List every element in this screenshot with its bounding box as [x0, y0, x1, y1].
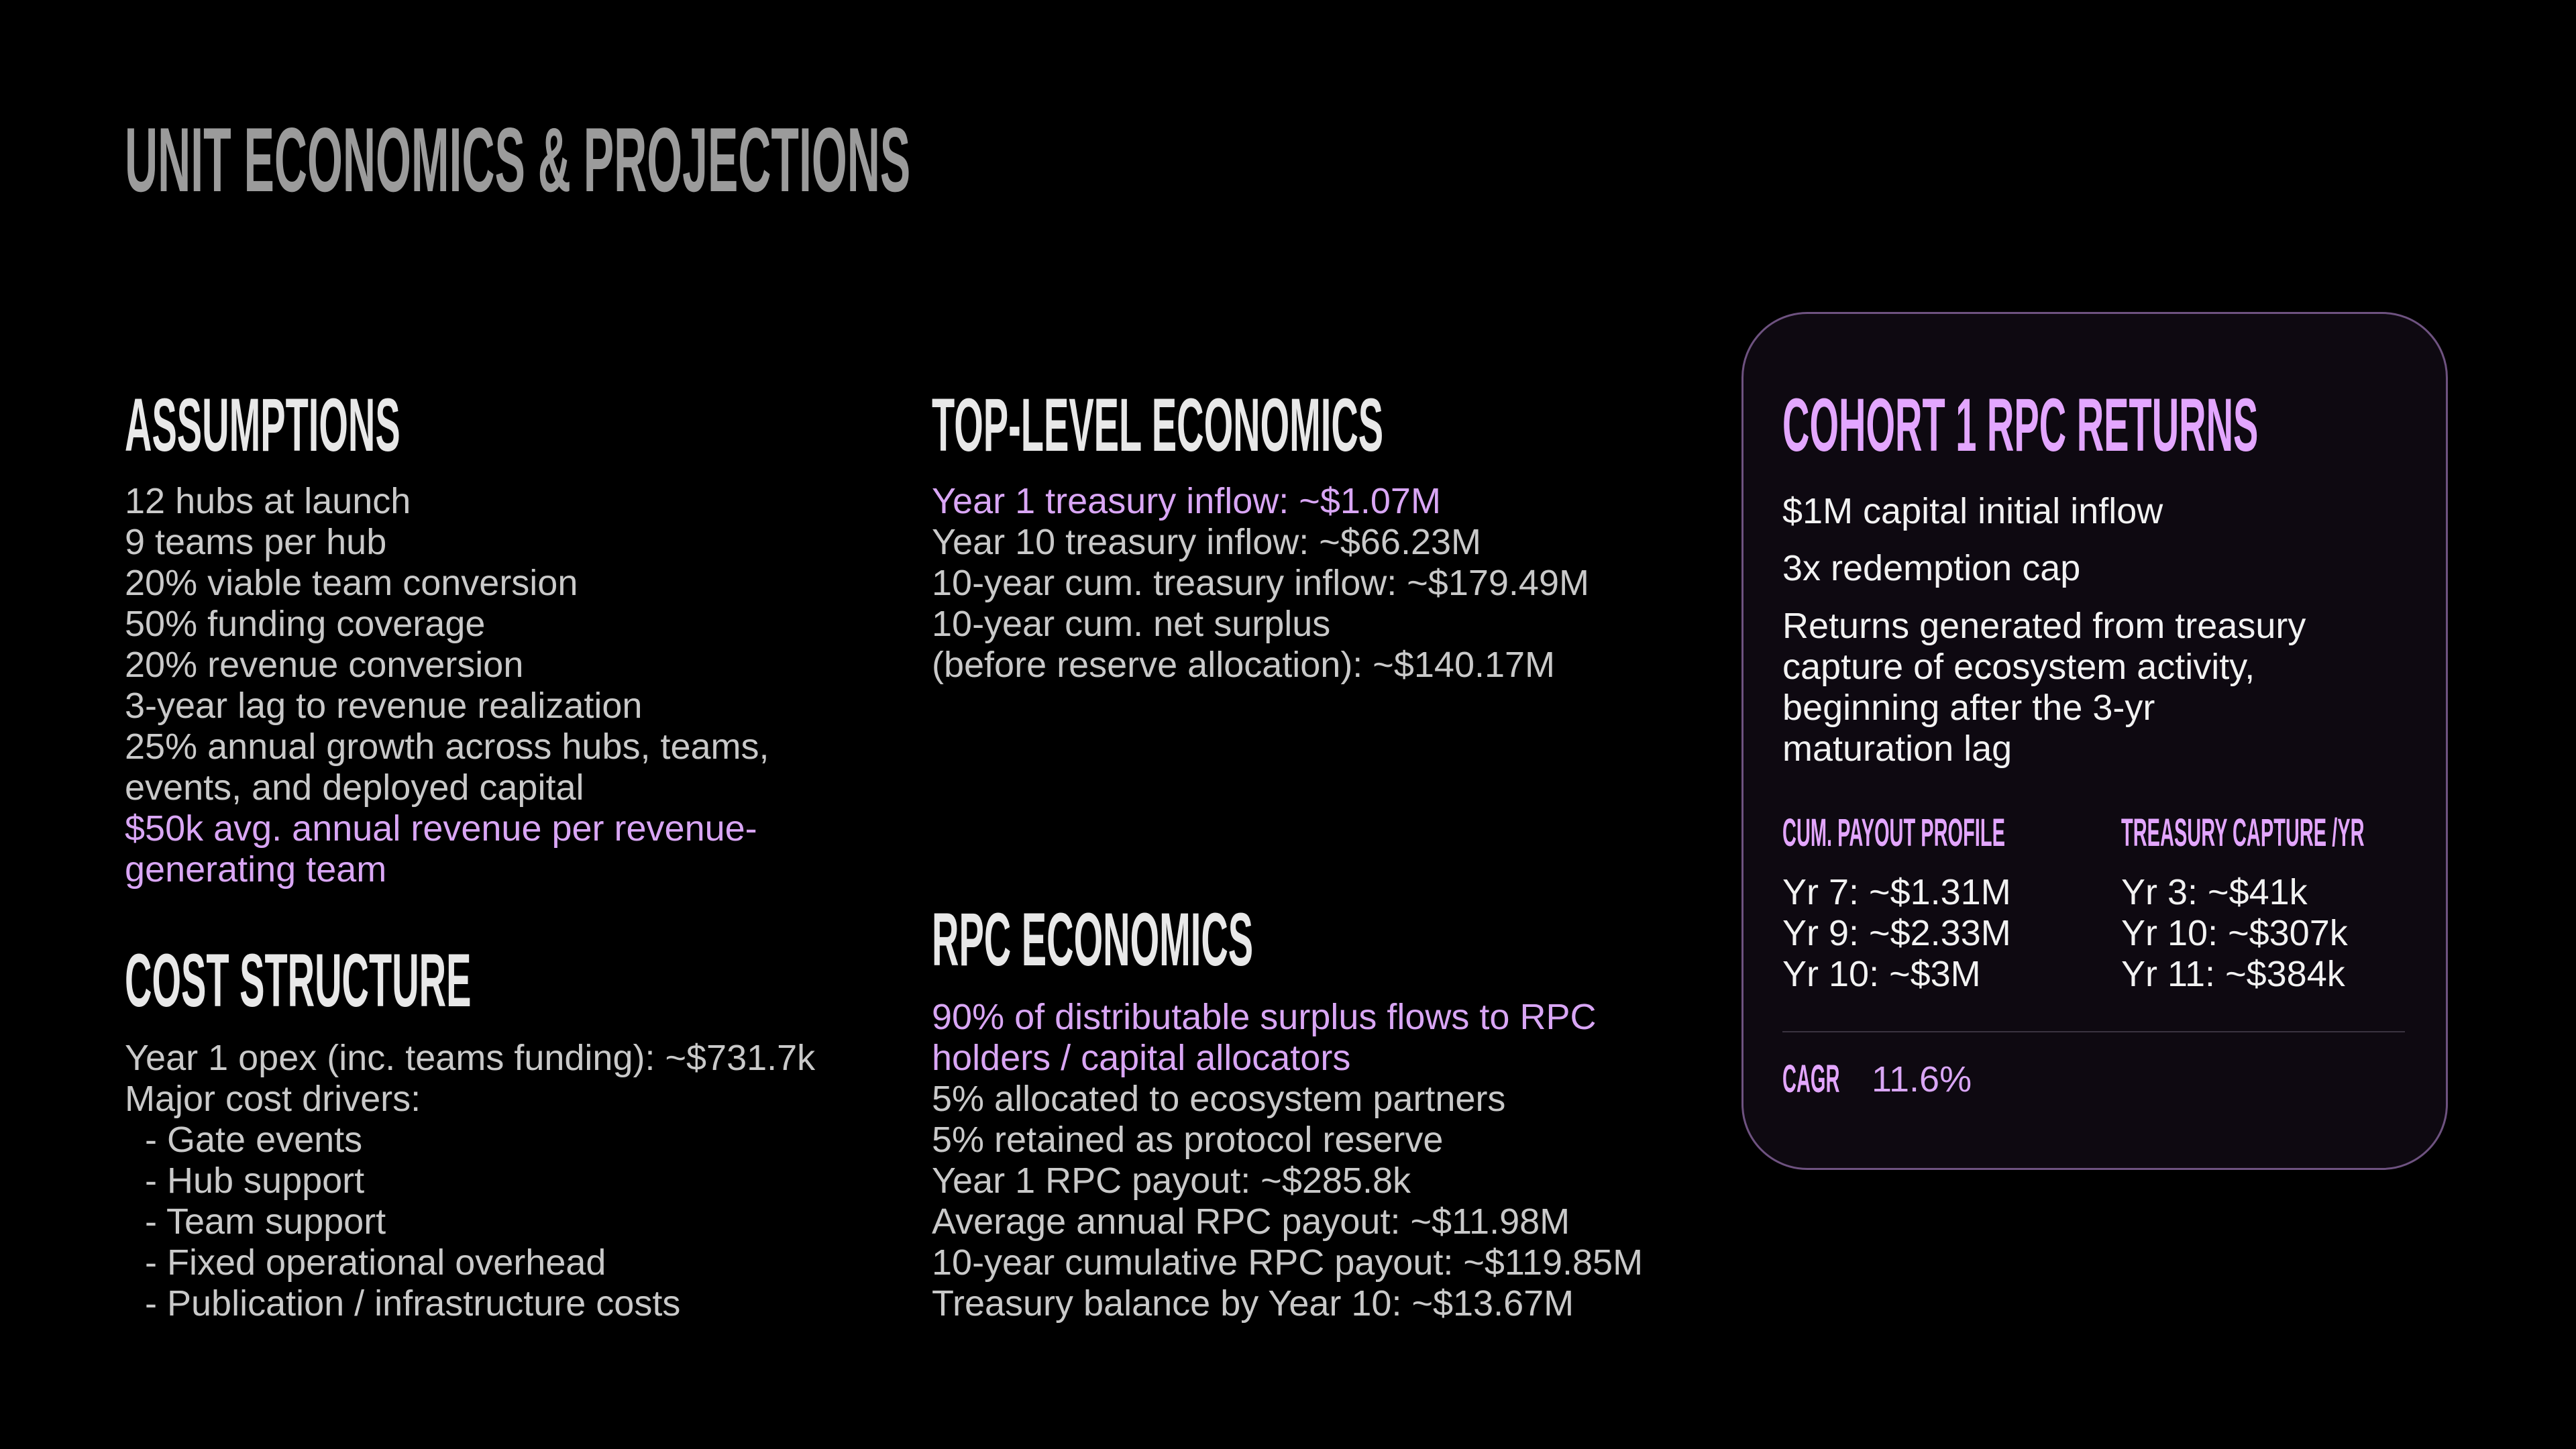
- list-line: - Team support: [125, 1201, 386, 1242]
- stat-line: Yr 10: ~$3M: [1782, 954, 1981, 994]
- list-line: 20% viable team conversion: [125, 563, 578, 603]
- section-heading: TOP-LEVEL ECONOMICS: [932, 383, 1384, 467]
- cost-list: Year 1 opex (inc. teams funding): ~$731.…: [125, 1038, 815, 1324]
- list-line: 10-year cum. net surplus: [932, 604, 1331, 644]
- card-item: 3x redemption cap: [1782, 548, 2081, 588]
- list-line: Year 1 RPC payout: ~$285.8k: [932, 1161, 1411, 1201]
- returns-card: [1741, 312, 2448, 1170]
- list-line: holders / capital allocators: [932, 1038, 1351, 1078]
- list-line: 50% funding coverage: [125, 604, 486, 644]
- paragraph-line: maturation lag: [1782, 729, 2012, 769]
- capture-list: Yr 3: ~$41k Yr 10: ~$307k Yr 11: ~$384k: [2121, 872, 2348, 995]
- paragraph-line: capture of ecosystem activity,: [1782, 647, 2255, 687]
- list-line: 10-year cum. treasury inflow: ~$179.49M: [932, 563, 1589, 603]
- list-line: $50k avg. annual revenue per revenue-: [125, 808, 757, 849]
- list-line: 9 teams per hub: [125, 522, 387, 562]
- list-line: - Hub support: [125, 1161, 365, 1201]
- card-subheading: CUM. PAYOUT PROFILE: [1782, 811, 2005, 855]
- stat-line: Yr 9: ~$2.33M: [1782, 913, 2011, 953]
- list-line: - Fixed operational overhead: [125, 1242, 606, 1283]
- list-line: 20% revenue conversion: [125, 645, 524, 685]
- stat-line: Yr 10: ~$307k: [2121, 913, 2348, 953]
- section-heading: ASSUMPTIONS: [125, 383, 400, 467]
- stat-line: Yr 11: ~$384k: [2121, 954, 2345, 994]
- list-line: generating team: [125, 849, 387, 890]
- card-paragraph: Returns generated from treasury capture o…: [1782, 606, 2306, 769]
- list-line: 5% retained as protocol reserve: [932, 1120, 1444, 1160]
- top-level-list: Year 1 treasury inflow: ~$1.07M Year 10 t…: [932, 481, 1589, 686]
- section-heading: COST STRUCTURE: [125, 938, 472, 1022]
- cagr-value: 11.6%: [1872, 1059, 1972, 1099]
- list-line: Year 1 treasury inflow: ~$1.07M: [932, 481, 1441, 521]
- list-line: Major cost drivers:: [125, 1079, 421, 1119]
- list-line: 5% allocated to ecosystem partners: [932, 1079, 1506, 1119]
- list-line: 25% annual growth across hubs, teams,: [125, 727, 769, 767]
- list-line: 90% of distributable surplus flows to RP…: [932, 997, 1597, 1037]
- list-line: events, and deployed capital: [125, 767, 584, 808]
- list-line: - Gate events: [125, 1120, 363, 1160]
- list-line: Year 1 opex (inc. teams funding): ~$731.…: [125, 1038, 816, 1078]
- payout-list: Yr 7: ~$1.31M Yr 9: ~$2.33M Yr 10: ~$3M: [1782, 872, 2011, 995]
- divider: [1782, 1031, 2405, 1032]
- paragraph-line: beginning after the 3-yr: [1782, 688, 2155, 728]
- cagr-label: CAGR: [1782, 1057, 1840, 1101]
- slide-title: UNIT ECONOMICS & PROJECTIONS: [125, 109, 911, 211]
- list-line: - Publication / infrastructure costs: [125, 1283, 681, 1324]
- list-line: 10-year cumulative RPC payout: ~$119.85M: [932, 1242, 1644, 1283]
- stat-line: Yr 3: ~$41k: [2121, 872, 2308, 912]
- list-line: Average annual RPC payout: ~$11.98M: [932, 1201, 1570, 1242]
- card-subheading: TREASURY CAPTURE /YR: [2121, 811, 2365, 855]
- assumptions-list: 12 hubs at launch 9 teams per hub 20% viab…: [125, 481, 769, 890]
- section-heading: RPC ECONOMICS: [932, 898, 1254, 981]
- list-line: (before reserve allocation): ~$140.17M: [932, 645, 1556, 685]
- list-line: Year 10 treasury inflow: ~$66.23M: [932, 522, 1481, 562]
- card-title: COHORT 1 RPC RETURNS: [1782, 383, 2259, 467]
- list-line: 12 hubs at launch: [125, 481, 411, 521]
- stat-line: Yr 7: ~$1.31M: [1782, 872, 2011, 912]
- paragraph-line: Returns generated from treasury: [1782, 606, 2306, 646]
- rpc-list: 90% of distributable surplus flows to RP…: [932, 997, 1643, 1324]
- card-item: $1M capital initial inflow: [1782, 491, 2163, 531]
- list-line: 3-year lag to revenue realization: [125, 686, 643, 726]
- list-line: Treasury balance by Year 10: ~$13.67M: [932, 1283, 1574, 1324]
